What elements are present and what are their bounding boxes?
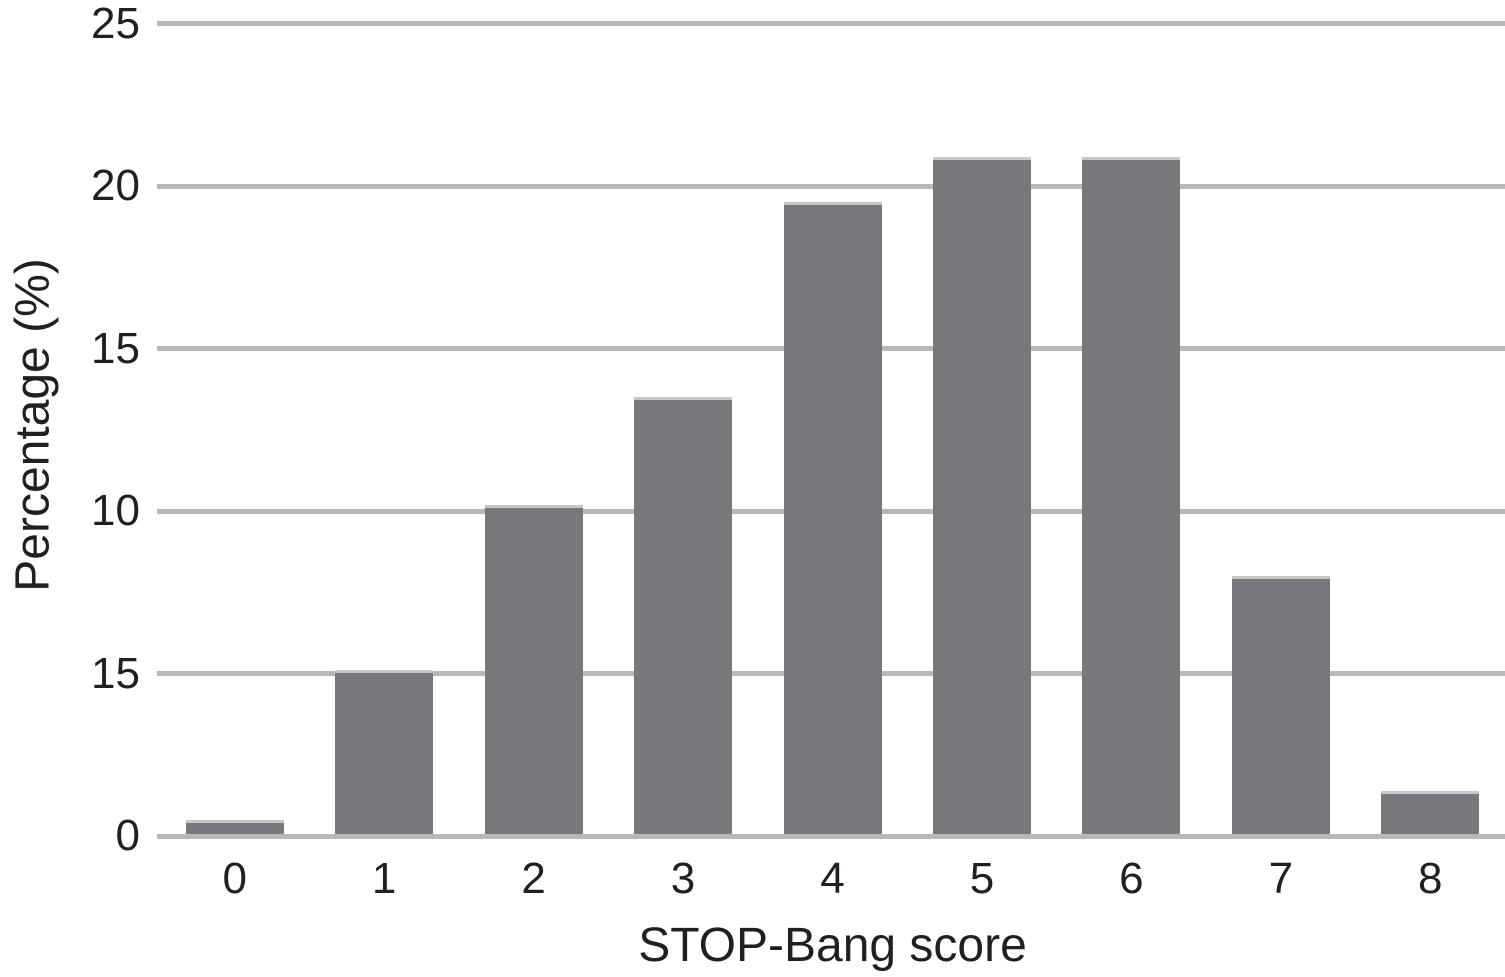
gridline [157,21,1505,26]
bar-score-0 [185,819,284,836]
y-tick-label: 15 [91,648,140,698]
bar-score-6 [1082,156,1181,836]
x-axis-title: STOP-Bang score [638,919,1027,972]
bar-score-1 [335,670,434,836]
x-tick-label: 8 [1418,854,1443,903]
x-tick-label: 0 [222,854,247,903]
y-tick-label: 10 [91,486,140,535]
x-tick-label: 7 [1268,854,1294,903]
x-tick-label: 2 [521,854,546,903]
bar-score-3 [634,397,733,836]
bar-score-2 [484,504,583,836]
y-tick-label: 20 [91,161,140,210]
bar-score-5 [932,156,1031,836]
bar-score-7 [1231,576,1330,836]
x-tick-label: 1 [371,854,397,903]
x-tick-label: 6 [1119,854,1144,903]
bar-score-8 [1381,790,1480,836]
y-tick-label: 0 [115,811,140,860]
bar-score-4 [783,202,882,836]
gridline [157,183,1505,189]
y-tick-label: 15 [91,323,140,373]
x-axis-baseline [157,833,1505,839]
x-tick-label: 4 [820,854,845,903]
x-tick-label: 5 [969,854,995,903]
y-tick-label: 25 [91,0,140,48]
x-tick-label: 3 [670,854,696,903]
y-axis-title: Percentage (%) [6,258,60,592]
